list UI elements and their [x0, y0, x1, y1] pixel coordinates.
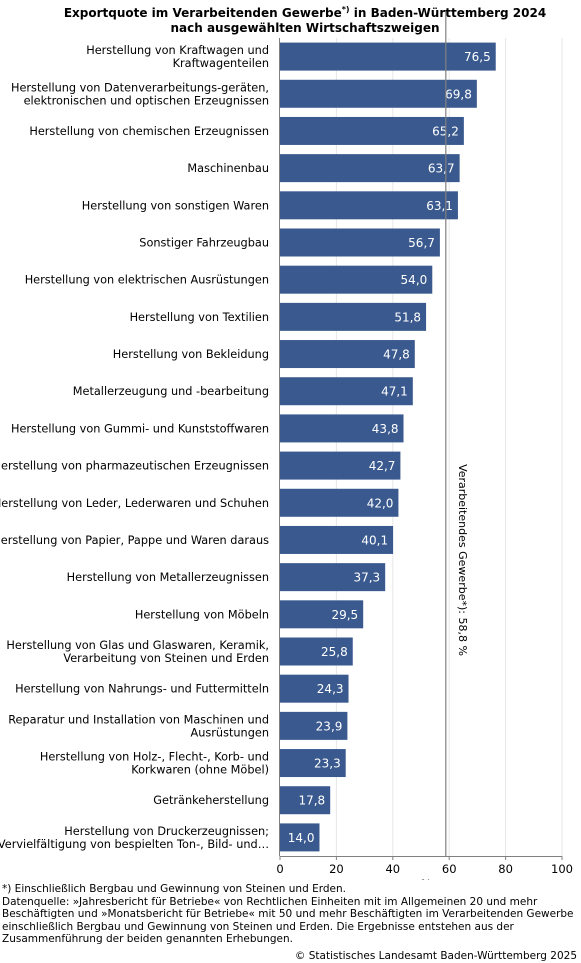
bars: 76,569,865,263,763,156,754,051,847,847,1…	[280, 42, 496, 852]
data-label: 47,1	[381, 385, 408, 399]
chart-title-footnote-marker: *)	[341, 5, 350, 14]
bar	[280, 488, 399, 517]
bar	[280, 637, 353, 666]
category-label: Herstellung von Nahrungs- und Futtermitt…	[15, 683, 269, 696]
chart-title-line-1: Exportquote im Verarbeitenden Gewerbe*) …	[0, 2, 581, 21]
reference-line-group: Verarbeitendes Gewerbe*): 58,8 %	[445, 12, 469, 856]
category-label: Herstellung von chemischen Erzeugnissen	[29, 125, 269, 138]
x-axis: 0 20 40 60 80 100%	[276, 38, 573, 880]
bar	[280, 116, 464, 145]
category-label: Herstellung von pharmazeutischen Erzeugn…	[0, 460, 269, 473]
bar	[280, 563, 386, 592]
bar	[280, 79, 477, 108]
copyright-note: © Statistisches Landesamt Baden-Württemb…	[294, 950, 577, 962]
data-label: 43,8	[372, 422, 399, 436]
category-label: Vervielfältigung von bespielten Ton-, Bi…	[0, 838, 269, 851]
chart-subtitle: nach ausgewählten Wirtschaftszweigen	[170, 21, 440, 35]
chart-title-text-end: in Baden-Württemberg 2024	[349, 6, 547, 20]
bar	[280, 191, 458, 220]
data-label: 37,3	[353, 571, 380, 585]
data-label: 47,8	[383, 348, 410, 362]
data-label: 63,1	[426, 199, 453, 213]
category-label: Herstellung von Metallerzeugnissen	[67, 571, 269, 584]
category-label: Herstellung von sonstigen Waren	[82, 199, 269, 212]
data-label: 23,3	[314, 757, 341, 771]
data-label: 76,5	[464, 50, 491, 64]
category-label: Herstellung von Gummi- und Kunststoffwar…	[11, 422, 269, 435]
data-label: 14,0	[288, 831, 315, 845]
bar	[280, 749, 346, 778]
x-tick-label: 60	[442, 862, 457, 876]
category-label: Herstellung von Leder, Lederwaren und Sc…	[0, 497, 269, 510]
category-label: Sonstiger Fahrzeugbau	[139, 237, 269, 250]
category-label: Ausrüstungen	[191, 726, 270, 739]
chart-title-text: Exportquote im Verarbeitenden Gewerbe	[63, 6, 342, 20]
data-label: 51,8	[394, 310, 421, 324]
data-label: 56,7	[408, 236, 435, 250]
x-axis-label: %	[421, 877, 432, 880]
category-label: Herstellung von Bekleidung	[113, 348, 269, 361]
category-label: Herstellung von Kraftwagen und	[86, 44, 269, 57]
data-label: 24,3	[317, 682, 344, 696]
data-label: 23,9	[316, 719, 343, 733]
chart-title: Exportquote im Verarbeitenden Gewerbe*) …	[0, 2, 581, 36]
x-tick-label: 20	[329, 862, 344, 876]
category-label: Herstellung von elektrischen Ausrüstunge…	[25, 274, 269, 287]
bar	[280, 154, 460, 183]
bar	[280, 674, 349, 703]
bar	[280, 525, 394, 554]
footnotes: *) Einschließlich Bergbau und Gewinnung …	[2, 883, 580, 946]
data-label: 25,8	[321, 645, 348, 659]
bar	[280, 711, 348, 740]
category-label: Herstellung von Textilien	[130, 311, 269, 324]
data-label: 69,8	[445, 87, 472, 101]
bar	[280, 340, 415, 369]
category-label: Herstellung von Papier, Pappe und Waren …	[0, 534, 269, 547]
data-label: 17,8	[298, 794, 325, 808]
category-label: Herstellung von Möbeln	[135, 608, 269, 621]
bar	[280, 228, 440, 257]
data-label: 40,1	[361, 533, 388, 547]
bar	[280, 451, 401, 480]
x-tick-label: 0	[276, 862, 283, 876]
footnote-asterisk: *) Einschließlich Bergbau und Gewinnung …	[2, 883, 346, 895]
bar-chart: 76,569,865,263,763,156,754,051,847,847,1…	[0, 12, 573, 880]
category-label: Getränkeherstellung	[153, 794, 269, 807]
data-label: 42,7	[369, 459, 396, 473]
data-source-note: Datenquelle: »Jahresbericht für Betriebe…	[2, 895, 574, 946]
category-label: elektronischen und optischen Erzeugnisse…	[24, 94, 269, 107]
bar	[280, 265, 433, 294]
data-label: 54,0	[401, 273, 428, 287]
bar	[280, 600, 364, 629]
bar	[280, 414, 404, 443]
category-label: Herstellung von Druckerzeugnissen;	[64, 825, 269, 838]
category-label: Metallerzeugung und -bearbeitung	[73, 385, 269, 398]
x-tick-label: 100	[551, 862, 573, 876]
category-label: Maschinenbau	[187, 162, 269, 175]
category-label: Herstellung von Datenverarbeitungs-gerät…	[11, 81, 269, 94]
x-tick-label: 80	[498, 862, 513, 876]
data-label: 42,0	[367, 496, 394, 510]
reference-line-label: Verarbeitendes Gewerbe*): 58,8 %	[456, 464, 469, 656]
bar	[280, 377, 413, 406]
bar	[280, 823, 320, 852]
data-label: 29,5	[331, 608, 358, 622]
category-label: Kraftwagenteilen	[173, 57, 269, 70]
category-labels: Herstellung von Kraftwagen undKraftwagen…	[0, 44, 269, 851]
data-label: 63,7	[428, 162, 455, 176]
bar	[280, 302, 427, 331]
category-label: Reparatur und Installation von Maschinen…	[8, 713, 269, 726]
x-tick-label: 40	[385, 862, 400, 876]
category-label: Herstellung von Glas und Glaswaren, Kera…	[6, 639, 269, 652]
category-label: Korkwaren (ohne Möbel)	[131, 764, 269, 777]
category-label: Herstellung von Holz-, Flecht-, Korb- un…	[40, 751, 269, 764]
bar	[280, 786, 331, 815]
category-label: Verarbeitung von Steinen und Erden	[63, 652, 269, 665]
bar	[280, 42, 496, 71]
